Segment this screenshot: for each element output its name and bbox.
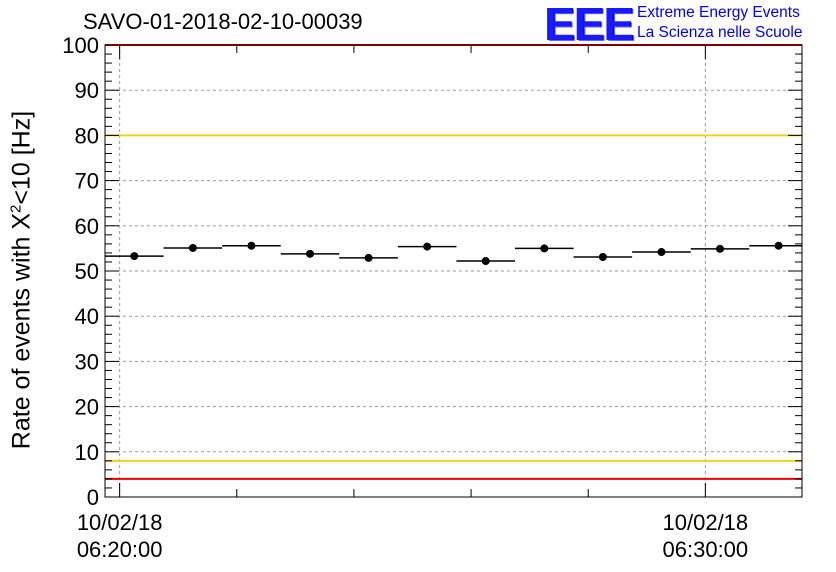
reference-lines <box>105 44 802 480</box>
axis-ticks <box>105 44 802 498</box>
x-tick-label: 10/02/18 06:30:00 <box>640 509 770 563</box>
data-point <box>364 253 373 262</box>
data-point <box>774 241 783 250</box>
eee-logo-text: Extreme Energy Events La Scienza nelle S… <box>637 3 802 43</box>
data-point <box>598 252 607 261</box>
y-axis-label: Rate of events with X2<10 [Hz] <box>7 111 36 449</box>
y-tick-label: 60 <box>75 214 99 239</box>
y-tick-label: 80 <box>75 123 99 148</box>
data-point <box>188 243 197 252</box>
y-tick-label: 10 <box>75 440 99 465</box>
grid-layer <box>105 45 802 497</box>
data-point <box>423 242 432 251</box>
x-tick-time: 06:30:00 <box>662 537 749 562</box>
y-tick-label: 70 <box>75 169 99 194</box>
chart-title: SAVO-01-2018-02-10-00039 <box>83 9 363 34</box>
logo-line-2: La Scienza nelle Scuole <box>637 24 803 41</box>
data-point <box>306 249 314 258</box>
x-tick-date: 10/02/18 <box>662 510 749 535</box>
x-tick-label: 10/02/18 06:20:00 <box>55 509 185 563</box>
data-point <box>130 252 139 261</box>
y-tick-label: 30 <box>75 349 99 374</box>
y-tick-label: 100 <box>62 33 99 58</box>
data-points <box>105 241 802 266</box>
y-tick-label: 50 <box>75 259 99 284</box>
data-point <box>247 241 256 250</box>
x-tick-time: 06:20:00 <box>76 537 163 562</box>
logo-line-1: Extreme Energy Events <box>637 4 800 21</box>
y-axis-label-prefix: Rate of events with X <box>7 212 36 450</box>
data-point <box>540 244 549 253</box>
data-point <box>657 248 666 257</box>
data-point <box>481 257 490 266</box>
y-tick-label: 0 <box>87 485 99 510</box>
y-axis-label-sup: 2 <box>7 204 25 213</box>
x-tick-date: 10/02/18 <box>76 510 163 535</box>
y-axis-label-suffix: <10 [Hz] <box>7 110 36 205</box>
eee-logo: EEE <box>544 0 634 50</box>
y-tick-label: 20 <box>75 395 99 420</box>
y-tick-label: 90 <box>75 78 99 103</box>
data-point <box>716 244 724 253</box>
y-tick-label: 40 <box>75 304 99 329</box>
y-tick-labels: 0 10 20 30 40 50 60 70 80 90 100 <box>62 33 99 510</box>
